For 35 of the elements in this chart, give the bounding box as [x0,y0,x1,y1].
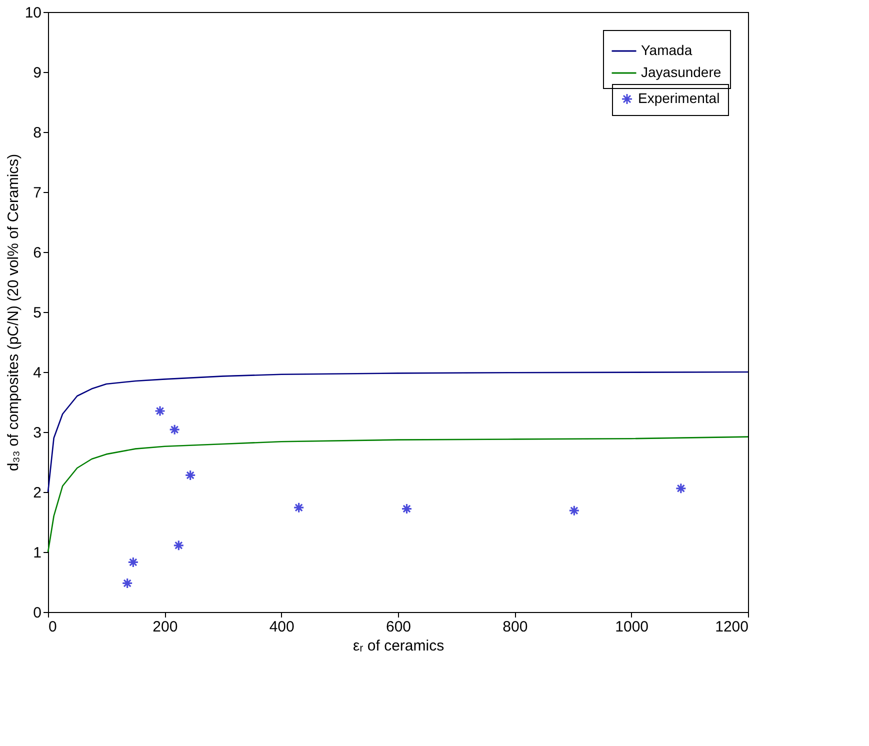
y-tick-label: 5 [33,304,42,322]
x-tick-label: 1000 [615,618,649,636]
x-tick-label: 1200 [715,618,748,636]
y-tick-label: 4 [33,364,42,382]
point [128,556,139,568]
point [401,503,412,514]
y-tick-label: 7 [33,184,42,202]
y-tick-label: 0 [33,604,42,622]
y-tick-label: 3 [33,424,42,442]
point [675,482,686,494]
y-axis-title: d₃₃ of composites (pC/N) (20 vol% of Ceramics) [4,154,22,472]
x-axis-title: εᵣ of ceramics [352,638,444,654]
x-tick-label: 800 [502,618,528,636]
legend-label: Jayasundere [641,64,722,80]
y-tick-label: 8 [33,124,42,142]
x-tick-label: 0 [48,618,57,636]
y-tick-label: 10 [24,4,42,22]
x-tick-label: 600 [386,618,412,636]
legend-label: Yamada [641,42,692,58]
x-tick-label: 200 [152,618,178,636]
point [154,405,166,417]
y-tick-label: 9 [33,64,42,82]
point [184,470,196,481]
x-tick-label: 400 [269,618,294,636]
line-series [47,436,749,553]
y-tick-label: 2 [33,484,42,502]
legend-label: Experimental [638,90,720,106]
y-tick-label: 1 [33,544,42,562]
line-series [47,371,749,493]
point [122,578,133,589]
point [173,540,184,551]
point [293,502,304,514]
point [169,424,180,436]
y-tick-label: 6 [33,244,42,262]
point [568,505,580,516]
